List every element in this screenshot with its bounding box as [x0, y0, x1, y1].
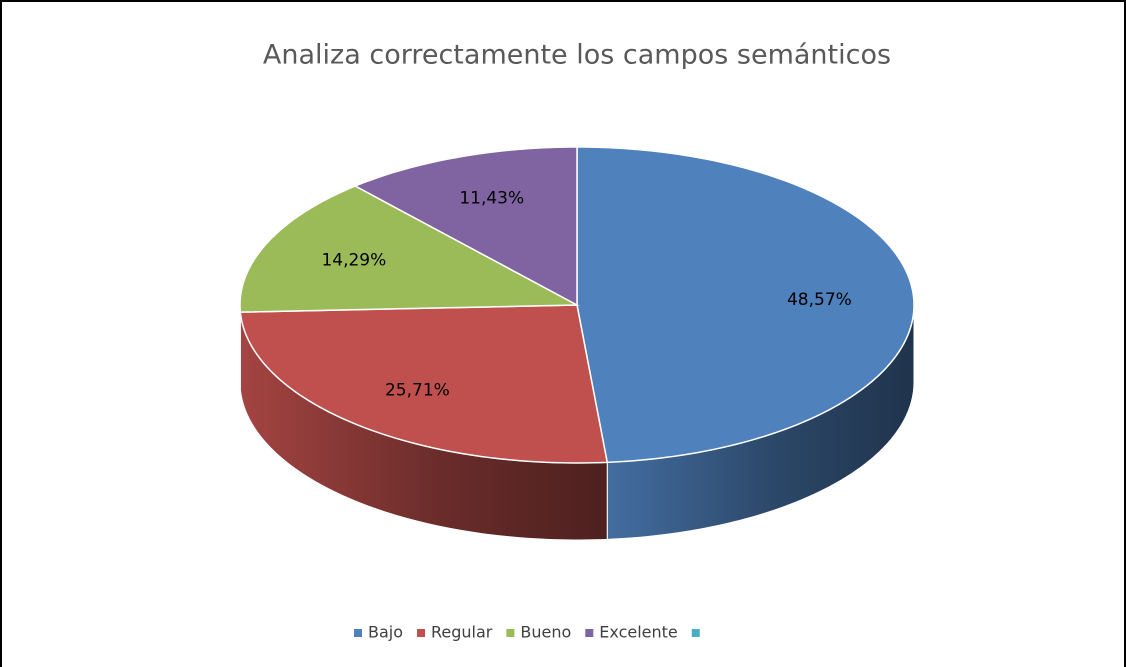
legend-label: Regular [431, 623, 493, 642]
legend-swatch [354, 629, 362, 637]
data-label: 48,57% [787, 290, 852, 310]
data-label: 25,71% [385, 381, 450, 401]
data-label: 14,29% [321, 250, 386, 270]
legend-label: Bueno [520, 623, 571, 642]
slice [239, 304, 609, 464]
legend-swatch [417, 629, 426, 637]
legend-label: Excelente [599, 623, 677, 642]
legend-label: Bajo [368, 623, 403, 642]
slice [576, 146, 915, 464]
legend-swatch [691, 629, 700, 637]
slice [353, 146, 578, 307]
legend-swatch [506, 629, 515, 637]
chart-title: Analiza correctamente los campos semánti… [263, 40, 891, 71]
data-label: 11,43% [459, 188, 524, 208]
legend-swatch [585, 629, 594, 637]
slice [239, 185, 580, 313]
